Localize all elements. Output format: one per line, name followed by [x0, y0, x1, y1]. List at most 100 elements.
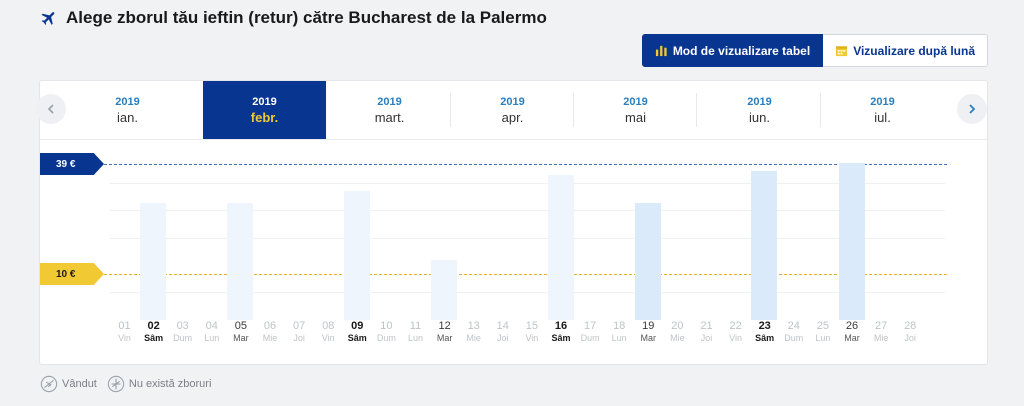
table-view-label: Mod de vizualizare tabel [672, 43, 811, 58]
day-cell[interactable]: 02 Sâm [139, 320, 168, 343]
price-bar[interactable] [140, 203, 167, 320]
price-bar[interactable] [838, 163, 865, 320]
month-tab[interactable]: 2019 mart. [328, 81, 451, 139]
month-name: apr. [501, 109, 524, 125]
day-weekday: Vin [525, 333, 539, 343]
month-year: 2019 [377, 95, 402, 108]
day-cell: 18 Lun [605, 320, 634, 343]
day-weekday: Vin [118, 333, 131, 343]
page-title: Alege zborul tău ieftin (retur) către Bu… [66, 8, 547, 27]
day-weekday: Mar [436, 333, 453, 343]
day-cell: 08 Vin [314, 320, 343, 343]
day-number: 18 [613, 320, 626, 332]
day-cell: 28 Joi [896, 320, 925, 343]
month-selector: 2019 ian. 2019 febr. 2019 mart. 2019 apr. 2019 ma… [36, 81, 987, 140]
month-name: iun. [749, 109, 770, 125]
price-chart: 39 € 10 € 01 Vin 02 Sâm 03 Dum 04 Lun 05 Mar 06 Mie… [40, 140, 987, 365]
gridline [110, 238, 945, 239]
month-year: 2019 [623, 95, 648, 108]
calendar-icon [836, 46, 848, 57]
day-cell[interactable]: 23 Sâm [750, 320, 779, 343]
day-cell: 25 Lun [808, 320, 837, 343]
day-weekday: Mie [262, 333, 278, 343]
month-name: febr. [250, 109, 279, 125]
day-cell: 21 Joi [692, 320, 721, 343]
legend-no-flights: Nu există zboruri [107, 375, 212, 393]
month-tab[interactable]: 2019 iun. [698, 81, 821, 139]
price-bar[interactable] [431, 259, 458, 320]
price-bar[interactable] [547, 175, 574, 320]
day-weekday: Dum [376, 333, 396, 343]
day-weekday: Joi [700, 333, 713, 343]
day-number: 19 [642, 320, 655, 332]
day-weekday: Dum [580, 333, 600, 343]
day-weekday: Vin [321, 333, 335, 343]
day-number: 28 [904, 320, 917, 332]
chevron-right-icon [969, 104, 976, 114]
table-view-button[interactable]: Mod de vizualizare tabel [641, 34, 824, 67]
prev-month-button[interactable] [36, 94, 66, 124]
month-tab[interactable]: 2019 mai [574, 81, 697, 139]
price-bar[interactable] [751, 171, 778, 320]
next-month-button[interactable] [957, 94, 987, 124]
day-weekday: Mar [844, 333, 860, 343]
day-cell[interactable]: 12 Mar [430, 320, 459, 343]
day-weekday: Lun [611, 333, 627, 343]
day-number: 14 [496, 320, 509, 332]
plane-icon [41, 12, 55, 25]
day-number: 22 [729, 320, 742, 332]
day-cell: 11 Lun [401, 320, 430, 343]
day-cell[interactable]: 05 Mar [226, 320, 255, 343]
day-cell: 17 Dum [576, 320, 605, 343]
legend-sold-out-label: Vândut [62, 378, 97, 390]
day-cell: 01 Vin [110, 320, 139, 343]
day-weekday: Sâm [755, 333, 775, 343]
day-weekday: Mie [873, 333, 889, 343]
price-bar[interactable] [343, 191, 370, 320]
day-cell: 13 Mie [459, 320, 488, 343]
gridline [110, 292, 945, 293]
day-weekday: Dum [173, 333, 193, 343]
day-number: 06 [263, 320, 277, 332]
price-bar[interactable] [227, 203, 254, 320]
legend: Vândut Nu există zboruri [40, 375, 221, 393]
month-tab[interactable]: 2019 iul. [821, 81, 944, 139]
fare-calendar-card: 2019 ian. 2019 febr. 2019 mart. 2019 apr. 2019 ma… [36, 80, 988, 365]
month-name: mart. [374, 109, 405, 125]
month-year: 2019 [747, 95, 772, 108]
day-number: 12 [438, 320, 451, 332]
month-view-button[interactable]: Vizualizare după lună [823, 34, 988, 67]
month-separator [573, 93, 574, 127]
price-bar[interactable] [634, 203, 661, 320]
day-weekday: Joi [497, 333, 509, 343]
day-cell[interactable]: 19 Mar [634, 320, 663, 343]
legend-no-flights-label: Nu există zboruri [128, 378, 212, 390]
day-weekday: Mie [466, 333, 481, 343]
month-tab[interactable]: 2019 febr. [203, 81, 326, 139]
legend-sold-out: Vândut [40, 375, 97, 393]
month-name: ian. [117, 109, 138, 125]
day-number: 01 [118, 320, 131, 332]
min-price-line [104, 274, 947, 275]
page-header: Alege zborul tău ieftin (retur) către Bu… [40, 8, 547, 28]
day-weekday: Sâm [144, 333, 164, 343]
day-number: 24 [787, 320, 800, 332]
day-number: 16 [554, 320, 568, 332]
day-number: 21 [700, 320, 713, 332]
day-number: 26 [845, 320, 859, 332]
day-weekday: Mie [670, 333, 685, 343]
day-weekday: Dum [784, 333, 804, 343]
day-cell[interactable]: 26 Mar [838, 320, 867, 343]
day-weekday: Joi [293, 333, 305, 343]
month-year: 2019 [252, 95, 277, 108]
bar-chart-icon [655, 45, 667, 57]
day-cell: 22 Vin [721, 320, 750, 343]
day-cell[interactable]: 09 Sâm [343, 320, 372, 343]
day-cell[interactable]: 16 Sâm [547, 320, 576, 343]
month-tab[interactable]: 2019 ian. [66, 81, 189, 139]
day-number: 08 [322, 320, 335, 332]
day-weekday: Mar [640, 333, 657, 343]
month-tab[interactable]: 2019 apr. [451, 81, 574, 139]
month-year: 2019 [500, 95, 525, 108]
day-cell: 06 Mie [256, 320, 285, 343]
